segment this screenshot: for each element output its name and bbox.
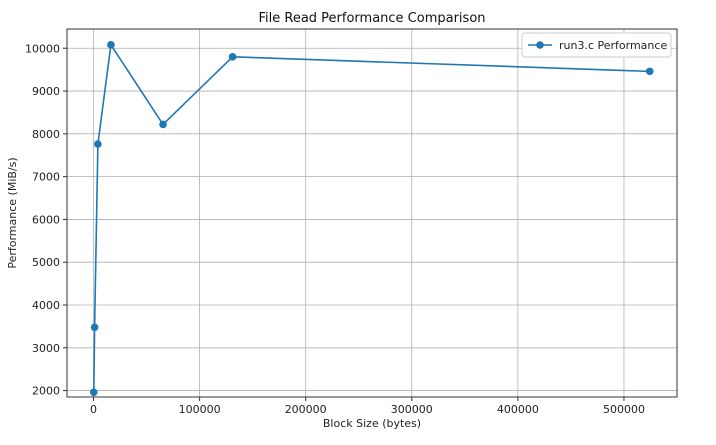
data-point	[107, 41, 115, 49]
y-tick-label: 10000	[25, 42, 60, 55]
x-axis: 0 100000 200000 300000 400000 500000	[90, 397, 645, 416]
data-point	[228, 53, 237, 61]
y-tick-label: 2000	[32, 385, 60, 398]
data-point	[159, 120, 167, 129]
legend-box	[521, 32, 672, 58]
data-point	[90, 323, 99, 332]
y-tick-label: 3000	[32, 342, 60, 355]
y-tick-label: 7000	[32, 171, 60, 184]
x-tick-label: 100000	[179, 403, 221, 416]
legend-marker-swatch	[536, 41, 544, 49]
x-tick-label: 300000	[391, 403, 433, 416]
x-tick-label: 400000	[497, 403, 539, 416]
x-tick-label: 500000	[603, 403, 645, 416]
y-tick-label: 9000	[32, 85, 60, 98]
y-tick-label: 8000	[32, 128, 60, 141]
plot-frame	[66, 28, 678, 398]
legend: run3.c Performance	[521, 32, 672, 58]
chart-title: File Read Performance Comparison	[258, 11, 485, 26]
x-axis-title: Block Size (bytes)	[323, 417, 421, 430]
y-axis: 2000 3000 4000 5000 6000 7000 8000 9000 10000	[25, 42, 67, 398]
y-tick-label: 5000	[32, 256, 60, 269]
series-layer	[89, 41, 654, 397]
data-point	[645, 67, 654, 76]
grid	[67, 29, 677, 397]
y-axis-title: Performance (MiB/s)	[6, 157, 19, 268]
y-tick-label: 6000	[32, 213, 60, 226]
y-tick-label: 4000	[32, 299, 60, 312]
legend-label: run3.c Performance	[559, 39, 667, 52]
data-point	[89, 388, 98, 397]
x-tick-label: 0	[90, 403, 97, 416]
x-tick-label: 200000	[285, 403, 327, 416]
data-point	[94, 140, 102, 148]
